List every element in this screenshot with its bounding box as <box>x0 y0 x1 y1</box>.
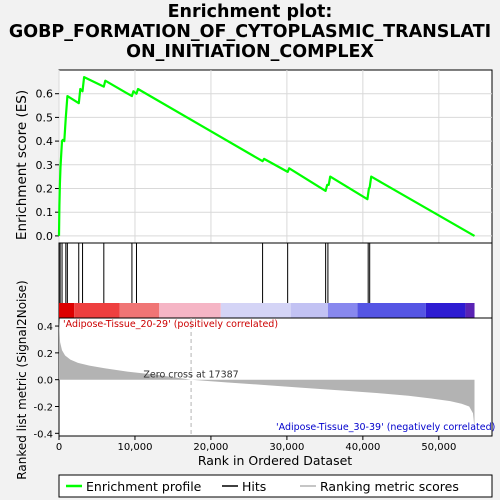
x-tick-label: 10,000 <box>117 442 152 453</box>
color-band-segment <box>290 303 328 318</box>
zero-cross-label: Zero cross at 17387 <box>143 370 238 381</box>
es-grid <box>58 70 492 243</box>
color-band-segment <box>425 303 466 318</box>
legend-label: Enrichment profile <box>86 479 202 494</box>
legend-label: Ranking metric scores <box>320 479 459 494</box>
es-y-axis-ticks: 0.0 0.1 0.2 0.3 0.4 0.5 0.6 <box>36 88 59 243</box>
color-band-segment <box>159 303 221 318</box>
x-tick-label: 30,000 <box>269 442 304 453</box>
es-y-tick-label: 0.0 <box>36 230 54 243</box>
metric-area <box>59 319 475 428</box>
es-panel-frame <box>58 69 493 244</box>
legend-box <box>58 474 493 498</box>
color-band-segment <box>74 303 120 318</box>
metric-y-tick-label: 0.0 <box>37 376 53 387</box>
color-band-segment <box>357 303 426 318</box>
es-y-tick-label: 0.4 <box>36 135 54 148</box>
metric-y-axis-label: Ranked list metric (Signal2Noise) <box>15 280 29 479</box>
x-tick-label: 20,000 <box>193 442 228 453</box>
title-line-3: ON_INITIATION_COMPLEX <box>126 42 374 62</box>
x-axis-ticks: 0 10,000 20,000 30,000 40,000 50,000 <box>56 436 456 453</box>
es-y-axis-label: Enrichment score (ES) <box>14 90 30 240</box>
title-line-2: GOBP_FORMATION_OF_CYTOPLASMIC_TRANSLATI <box>8 22 492 42</box>
x-axis-label: Rank in Ordered Dataset <box>198 453 352 468</box>
x-tick-label: 50,000 <box>421 442 456 453</box>
negative-correlation-label: 'Adipose-Tissue_30-39' (negatively corre… <box>276 422 495 433</box>
es-y-tick-label: 0.5 <box>36 111 54 124</box>
metric-y-tick-label: 0.2 <box>37 349 53 360</box>
es-y-tick-label: 0.1 <box>36 206 54 219</box>
color-band-segment <box>327 303 358 318</box>
positive-correlation-label: 'Adipose-Tissue_20-29' (positively corre… <box>63 319 278 330</box>
metric-y-tick-label: -0.2 <box>33 403 53 414</box>
legend: Enrichment profile Hits Ranking metric sco… <box>66 479 459 494</box>
chart-title: Enrichment plot: GOBP_FORMATION_OF_CYTOP… <box>0 2 500 62</box>
x-tick-label: 0 <box>56 442 62 453</box>
es-y-tick-label: 0.3 <box>36 159 54 172</box>
metric-y-tick-label: -0.4 <box>33 429 53 440</box>
metric-y-tick-label: 0.4 <box>37 322 53 333</box>
ranked-color-band <box>59 303 475 318</box>
color-band-segment <box>220 303 291 318</box>
legend-label: Hits <box>242 479 266 494</box>
es-y-tick-label: 0.2 <box>36 182 54 195</box>
es-line <box>57 76 476 237</box>
color-band-segment <box>59 303 75 318</box>
hits-marks <box>59 243 371 303</box>
x-tick-label: 40,000 <box>345 442 380 453</box>
es-y-tick-label: 0.6 <box>36 88 54 101</box>
metric-y-axis-ticks: -0.4 -0.2 0.0 0.2 0.4 <box>33 322 59 440</box>
color-band-segment <box>465 303 475 318</box>
color-band-segment <box>119 303 160 318</box>
title-line-1: Enrichment plot: <box>167 2 333 22</box>
